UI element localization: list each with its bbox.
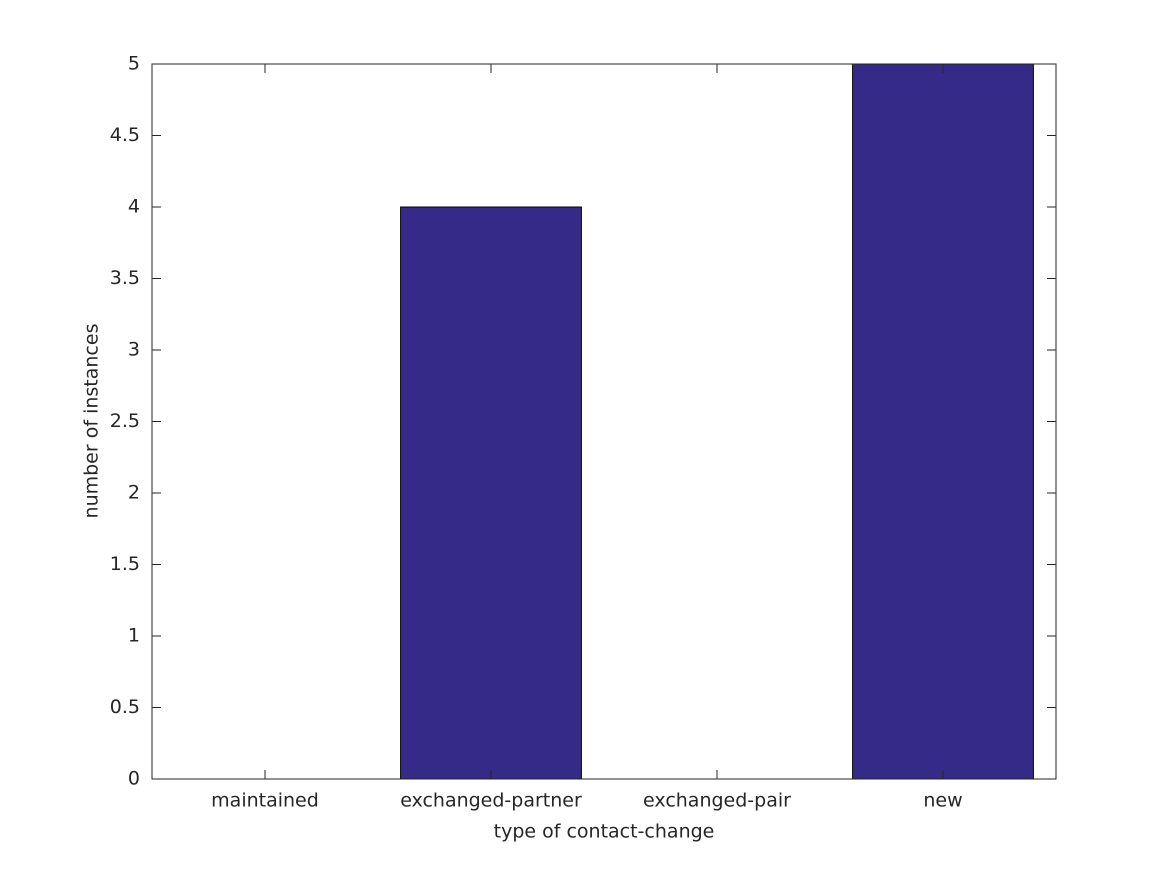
y-tick-label: 0.5 xyxy=(110,696,140,718)
y-tick-label: 1 xyxy=(128,625,140,647)
x-axis-label: type of contact-change xyxy=(494,821,715,843)
y-tick-label: 4 xyxy=(128,196,140,218)
y-tick-label: 1.5 xyxy=(110,553,140,575)
y-tick-label: 5 xyxy=(128,53,140,75)
y-tick-label: 3 xyxy=(128,339,140,361)
x-tick-label: maintained xyxy=(211,790,319,812)
y-tick-label: 0 xyxy=(128,768,140,790)
bar xyxy=(400,206,582,780)
y-tick-label: 4.5 xyxy=(110,124,140,146)
y-axis-label: number of instances xyxy=(81,324,103,519)
y-tick-label: 2.5 xyxy=(110,410,140,432)
x-tick-label: exchanged-pair xyxy=(643,790,791,812)
y-tick-label: 3.5 xyxy=(110,267,140,289)
x-tick-label: exchanged-partner xyxy=(400,790,582,812)
bar xyxy=(852,63,1034,780)
x-tick-label: new xyxy=(923,790,962,812)
y-tick-label: 2 xyxy=(128,482,140,504)
